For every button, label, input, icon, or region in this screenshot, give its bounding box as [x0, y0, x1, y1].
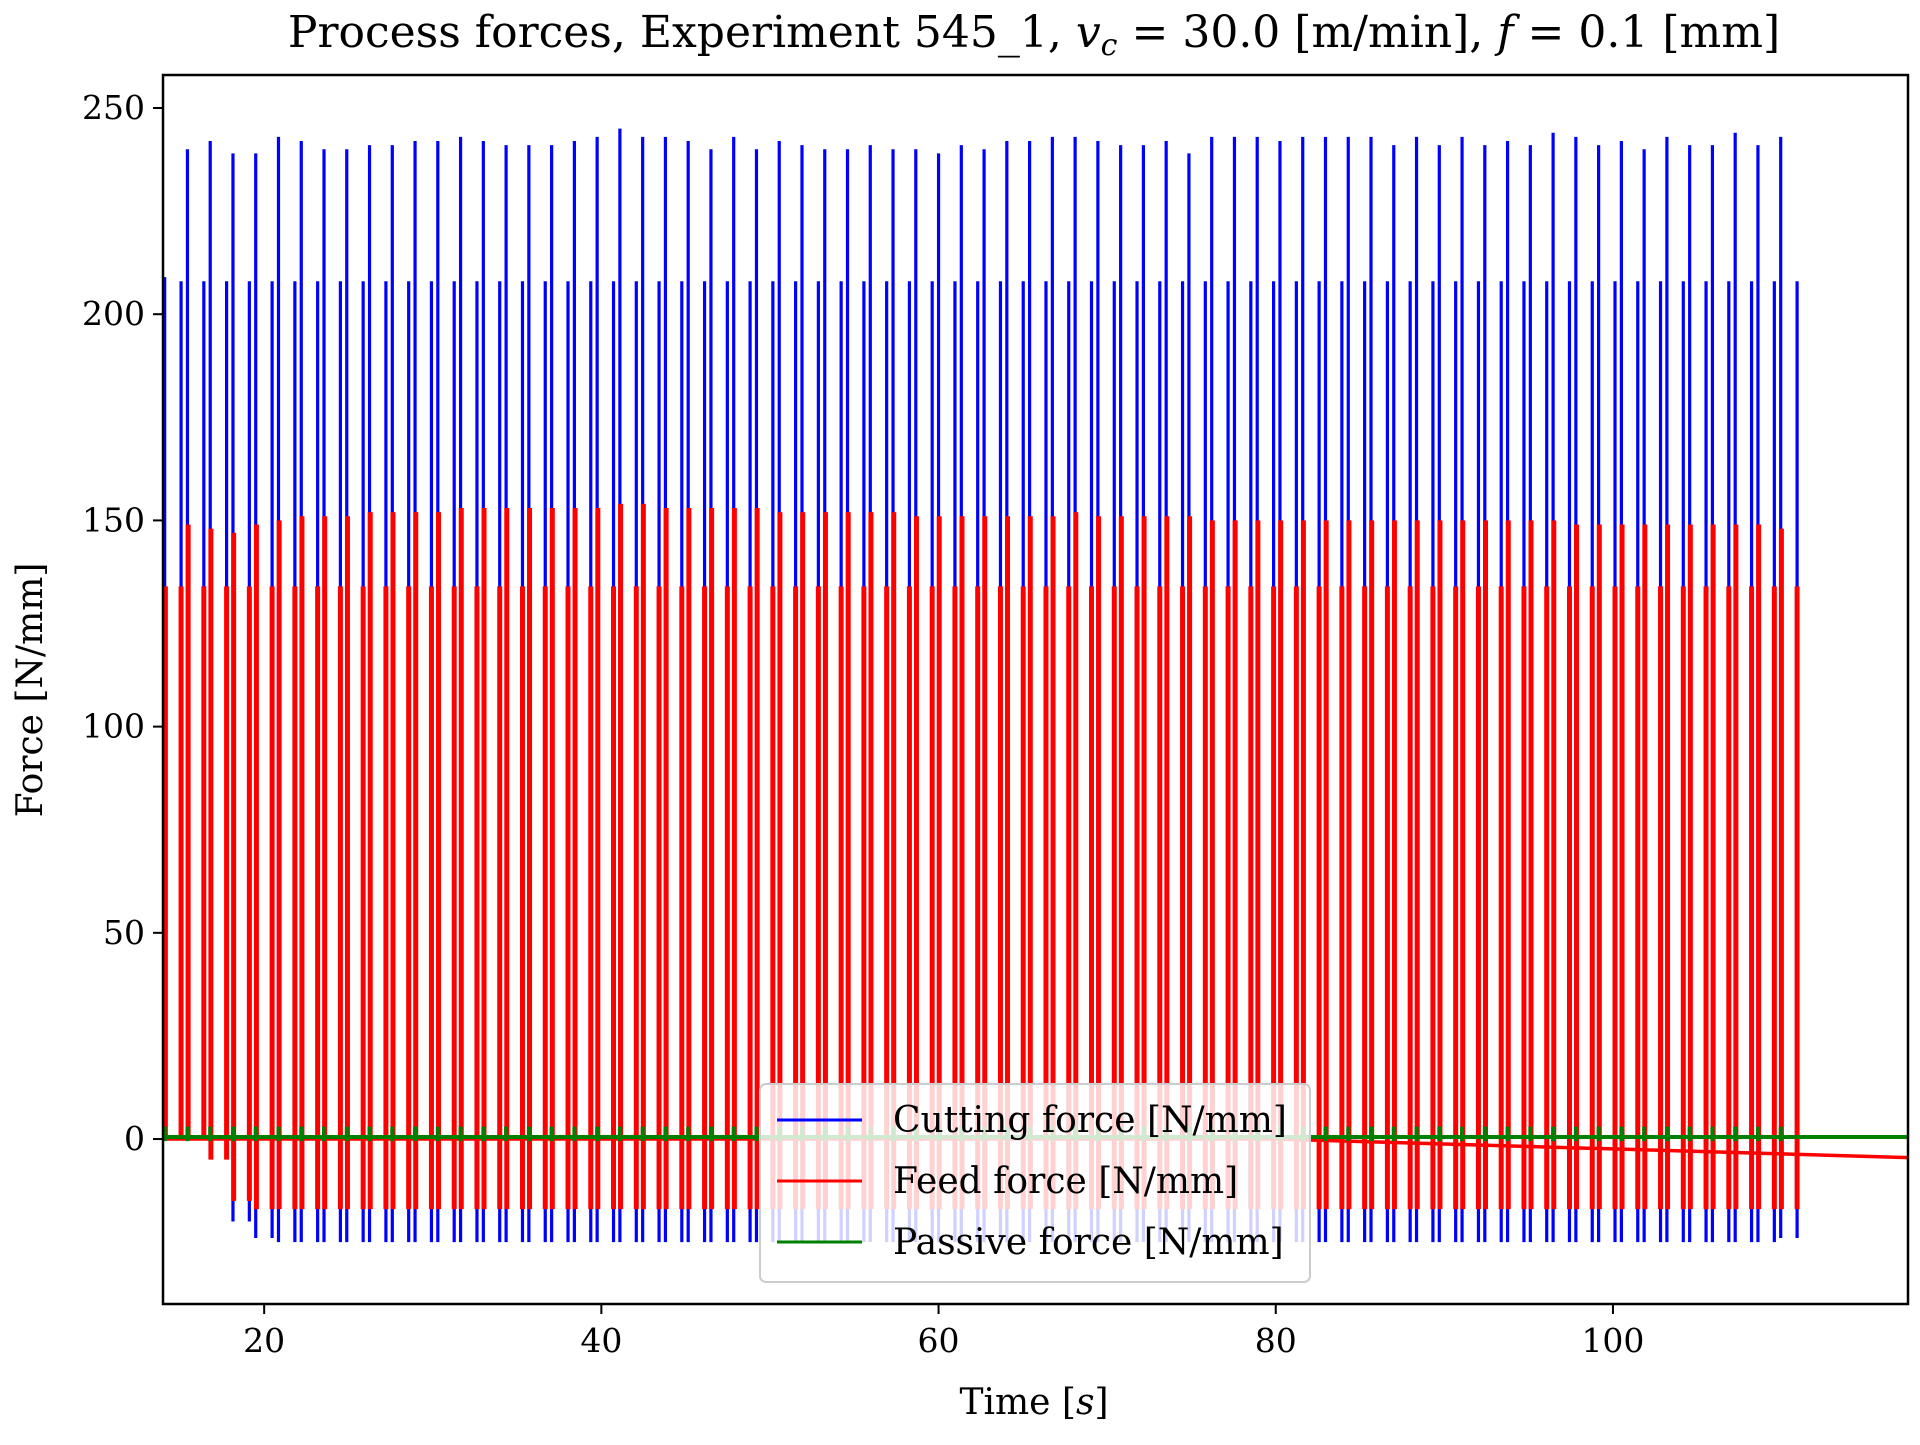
y-tick-label: 0 — [124, 1119, 145, 1158]
y-tick-label: 250 — [82, 88, 145, 127]
legend-label-passive: Passive force [N/mm] — [893, 1222, 1284, 1263]
legend: Cutting force [N/mm] Feed force [N/mm] P… — [759, 1083, 1311, 1283]
y-tick-label: 50 — [103, 913, 145, 952]
legend-label-cutting: Cutting force [N/mm] — [893, 1100, 1287, 1141]
x-tick-label: 40 — [580, 1321, 622, 1360]
series-feed-force — [163, 503, 1800, 1210]
x-tick-label: 80 — [1255, 1321, 1297, 1360]
y-axis: 0 50 100 150 200 250 — [82, 88, 163, 1158]
y-tick-label: 200 — [82, 294, 145, 333]
y-tick-label: 150 — [82, 500, 145, 539]
x-tick-label: 60 — [918, 1321, 960, 1360]
x-axis-label: Time [s] — [960, 1382, 1109, 1423]
chart-title: Process forces, Experiment 545_1, vc = 3… — [288, 7, 1780, 63]
x-tick-label: 100 — [1581, 1321, 1644, 1360]
x-tick-label: 20 — [243, 1321, 285, 1360]
legend-label-feed: Feed force [N/mm] — [893, 1161, 1238, 1202]
series-layer — [163, 128, 1908, 1243]
plot-frame — [161, 73, 1910, 1306]
x-axis: 20 40 60 80 100 — [243, 1304, 1644, 1360]
y-axis-label: Force [N/mm] — [10, 563, 51, 818]
y-tick-label: 100 — [82, 707, 145, 746]
legend-box — [759, 1083, 1311, 1283]
